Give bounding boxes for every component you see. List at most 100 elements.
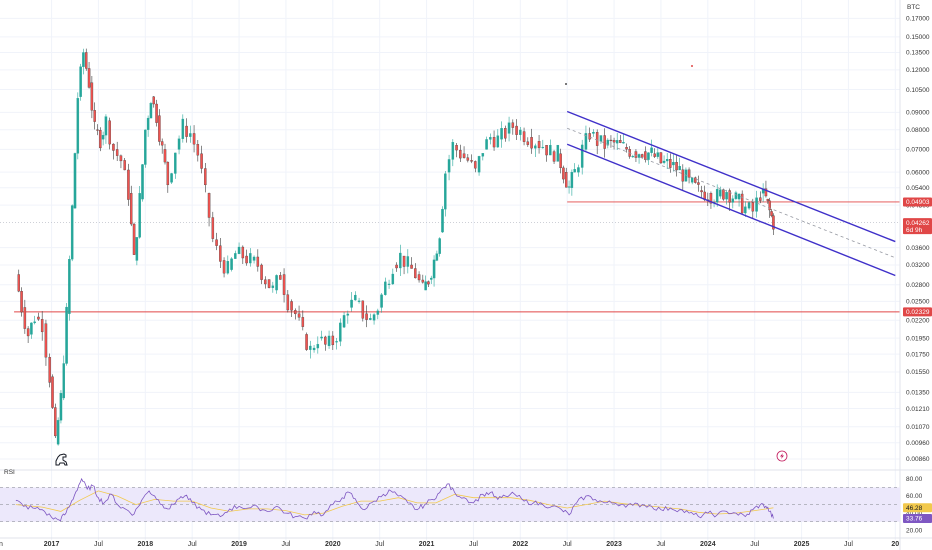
candle-body <box>339 322 342 342</box>
candle-body <box>129 193 133 225</box>
candle-body <box>237 246 241 255</box>
time-tick-label: 2017 <box>44 541 60 548</box>
candle-body <box>99 129 102 149</box>
candle-body <box>51 376 54 408</box>
candle-body <box>470 160 473 162</box>
candle-body <box>73 153 77 209</box>
time-tick-label: 2021 <box>419 541 435 548</box>
candle-body <box>361 300 365 319</box>
candle-body <box>108 120 111 145</box>
time-tick-label: Jul <box>94 541 103 548</box>
candle-body <box>234 253 237 259</box>
rsi-pane: 80.00 60.00 40.00 20.00 46.28 33.76 <box>0 476 932 534</box>
candle-body <box>637 154 641 158</box>
candle-body <box>30 322 33 335</box>
candle-body <box>647 152 650 160</box>
price-tick-label: 0.01070 <box>906 424 930 431</box>
price-axis[interactable]: 0.17000 0.15000 0.13500 0.12000 0.10500 0.090… <box>906 16 930 464</box>
candle-body <box>552 151 556 162</box>
candle-body <box>354 294 357 301</box>
time-tick-label: Jul <box>750 541 759 548</box>
candle-body <box>79 66 82 97</box>
candle-body <box>459 149 462 159</box>
candle-body <box>432 259 436 279</box>
candle-body <box>346 313 350 316</box>
rsi-tick-label: 60.00 <box>906 493 923 500</box>
candle-body <box>185 125 188 137</box>
candle-body <box>372 314 376 321</box>
candle-body <box>530 137 533 149</box>
price-tick-label: 0.12000 <box>906 67 930 74</box>
candle-body <box>489 137 492 140</box>
candle-body <box>350 299 353 308</box>
candle-body <box>123 160 126 171</box>
candle-body <box>700 190 703 193</box>
candle-body <box>369 318 372 320</box>
candle-body <box>256 256 260 267</box>
candle-body <box>68 259 71 314</box>
candle-body <box>522 131 526 142</box>
candle-body <box>200 153 203 169</box>
candle-body <box>424 281 427 291</box>
candle-body <box>395 264 398 269</box>
rsi-value-text: 33.76 <box>906 516 923 523</box>
candle-body <box>219 245 222 262</box>
rsi-value-box <box>903 503 932 513</box>
lightning-icon[interactable] <box>776 450 788 462</box>
candle-body <box>26 328 30 337</box>
rsi-value-text: 46.28 <box>906 505 923 512</box>
candle-body <box>294 310 297 315</box>
candle-body <box>320 336 323 339</box>
candle-body <box>82 52 85 67</box>
time-tick-label: 2018 <box>138 541 154 548</box>
candle-body <box>631 156 635 158</box>
candle-body <box>496 135 500 148</box>
candle-body <box>519 129 522 135</box>
candle-body <box>764 188 768 197</box>
candle-body <box>260 264 263 280</box>
price-tick-label: 0.15000 <box>906 34 930 41</box>
candle-body <box>559 153 562 169</box>
price-tick-label: 0.02200 <box>906 317 930 324</box>
time-tick-label: Jul <box>188 541 197 548</box>
candle-body <box>324 336 327 345</box>
candle-body <box>152 96 155 105</box>
price-tick-label: 0.03600 <box>906 245 930 252</box>
candle-body <box>181 118 185 139</box>
candle-body <box>312 347 316 351</box>
candle-body <box>155 103 158 123</box>
price-tick-label: 0.01350 <box>906 390 930 397</box>
candle-body <box>402 255 406 267</box>
time-axis[interactable]: Jun 2017 Jul 2018 Jul 2019 Jul 2020 Jul 2021 Jul 20… <box>0 537 932 548</box>
candle-body <box>511 122 515 128</box>
price-label-box <box>903 307 932 317</box>
price-tick-label: 0.01550 <box>906 369 930 376</box>
candle-body <box>115 149 119 156</box>
descending-channel[interactable] <box>566 110 896 277</box>
candle-body <box>653 153 656 157</box>
candle-body <box>612 140 616 143</box>
candle-body <box>90 82 94 111</box>
candle-body <box>731 198 735 203</box>
candle-body <box>104 116 108 136</box>
symbol-label: BTC <box>907 4 920 11</box>
candle-body <box>656 152 660 157</box>
candle-body <box>441 208 444 233</box>
price-tick-label: 0.01210 <box>906 406 930 413</box>
rsi-title: RSI <box>4 469 15 476</box>
channel-mid-line <box>567 127 896 259</box>
candle-body <box>399 252 402 269</box>
price-tick-label: 0.13500 <box>906 50 930 57</box>
candle-body <box>421 279 425 283</box>
candle-body <box>455 145 458 151</box>
candle-body <box>567 186 571 188</box>
dino-icon[interactable] <box>55 453 68 466</box>
candle-body <box>681 169 685 182</box>
candle-body <box>534 145 537 149</box>
time-tick-label: Jul <box>563 541 572 548</box>
candle-body <box>659 152 663 164</box>
candle-body <box>76 98 80 154</box>
candle-body <box>549 144 552 156</box>
